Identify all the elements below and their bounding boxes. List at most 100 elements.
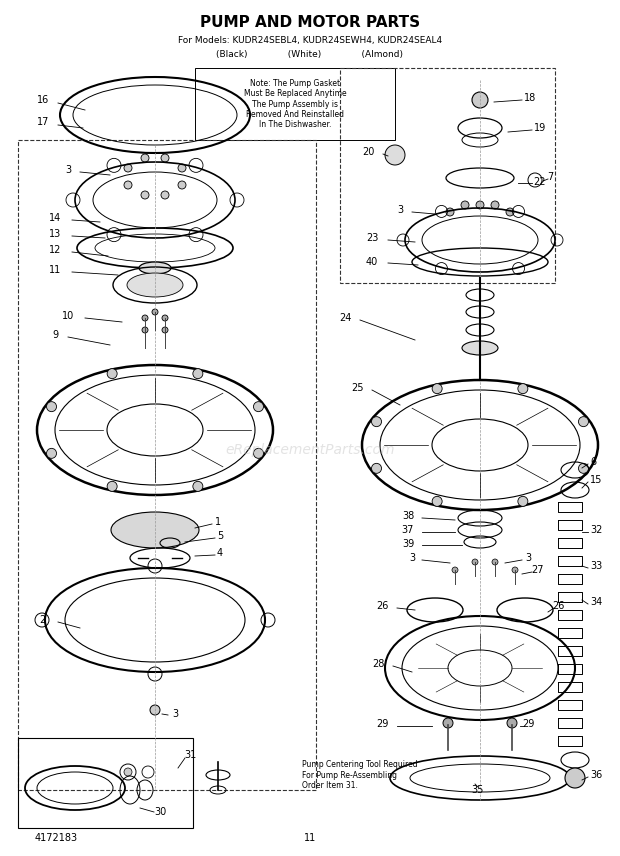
Text: 31: 31 [184, 750, 196, 760]
Text: PUMP AND MOTOR PARTS: PUMP AND MOTOR PARTS [200, 15, 420, 29]
Text: 6: 6 [590, 457, 596, 467]
Text: 7: 7 [547, 172, 553, 182]
Circle shape [443, 718, 453, 728]
Text: Pump Centering Tool Required
For Pump Re-Assembling
Order Item 31.: Pump Centering Tool Required For Pump Re… [302, 760, 418, 790]
Text: 38: 38 [402, 511, 414, 521]
Circle shape [254, 449, 264, 458]
Text: 33: 33 [590, 561, 602, 571]
Text: For Models: KUDR24SEBL4, KUDR24SEWH4, KUDR24SEAL4: For Models: KUDR24SEBL4, KUDR24SEWH4, KU… [178, 35, 442, 45]
Text: 14: 14 [49, 213, 61, 223]
Text: 27: 27 [532, 565, 544, 575]
Text: 23: 23 [366, 233, 378, 243]
Text: eReplacementParts.com: eReplacementParts.com [225, 443, 395, 457]
Ellipse shape [127, 273, 183, 297]
Circle shape [107, 481, 117, 491]
Circle shape [107, 369, 117, 378]
Text: 4: 4 [217, 548, 223, 558]
Text: 16: 16 [37, 95, 49, 105]
Circle shape [518, 496, 528, 507]
Circle shape [476, 201, 484, 209]
Text: 4172183: 4172183 [35, 833, 78, 843]
Circle shape [432, 496, 442, 507]
Text: 36: 36 [590, 770, 602, 780]
Circle shape [161, 154, 169, 162]
Text: 39: 39 [402, 539, 414, 549]
Text: 35: 35 [472, 785, 484, 795]
Text: 13: 13 [49, 229, 61, 239]
Circle shape [578, 463, 588, 473]
Circle shape [46, 401, 56, 412]
Circle shape [461, 201, 469, 209]
Circle shape [578, 417, 588, 426]
Text: 11: 11 [304, 833, 316, 843]
Text: 3: 3 [397, 205, 403, 215]
Circle shape [432, 383, 442, 394]
Text: 12: 12 [49, 245, 61, 255]
Text: 11: 11 [49, 265, 61, 275]
Circle shape [124, 768, 132, 776]
Circle shape [446, 208, 454, 216]
Text: 29: 29 [376, 719, 388, 729]
Text: 15: 15 [590, 475, 603, 485]
Text: 22: 22 [534, 177, 546, 187]
Text: 29: 29 [522, 719, 534, 729]
Circle shape [46, 449, 56, 458]
Circle shape [124, 164, 132, 172]
Text: 1: 1 [215, 517, 221, 527]
Circle shape [141, 191, 149, 199]
Bar [340, 68, 555, 283]
Text: 34: 34 [590, 597, 602, 607]
Text: 26: 26 [552, 601, 564, 611]
Circle shape [506, 208, 514, 216]
Circle shape [452, 567, 458, 573]
Circle shape [150, 705, 160, 715]
Circle shape [492, 559, 498, 565]
Circle shape [254, 401, 264, 412]
Circle shape [512, 567, 518, 573]
Circle shape [161, 191, 169, 199]
Circle shape [152, 309, 158, 315]
Text: 26: 26 [376, 601, 388, 611]
Circle shape [565, 768, 585, 788]
Text: 20: 20 [362, 147, 374, 157]
Ellipse shape [462, 341, 498, 355]
Circle shape [178, 164, 186, 172]
Text: 28: 28 [372, 659, 384, 669]
Circle shape [178, 181, 186, 189]
Text: 3: 3 [65, 165, 71, 175]
Text: 37: 37 [402, 525, 414, 535]
Circle shape [371, 463, 381, 473]
Bar [18, 140, 316, 790]
Circle shape [371, 417, 381, 426]
Text: 32: 32 [590, 525, 603, 535]
Circle shape [491, 201, 499, 209]
Circle shape [385, 145, 405, 165]
Text: 3: 3 [409, 553, 415, 563]
Circle shape [472, 92, 488, 108]
Text: 3: 3 [172, 709, 178, 719]
Bar [195, 68, 395, 140]
Text: 10: 10 [62, 311, 74, 321]
Text: 3: 3 [525, 553, 531, 563]
Circle shape [518, 383, 528, 394]
Text: 18: 18 [524, 93, 536, 103]
Circle shape [472, 559, 478, 565]
Ellipse shape [139, 262, 171, 274]
Text: 24: 24 [339, 313, 351, 323]
Text: Note: The Pump Gasket
Must Be Replaced Anytime
The Pump Assembly is
Removed And : Note: The Pump Gasket Must Be Replaced A… [244, 79, 347, 129]
Text: 17: 17 [37, 117, 49, 127]
Circle shape [162, 315, 168, 321]
Ellipse shape [111, 512, 199, 548]
Circle shape [193, 481, 203, 491]
Circle shape [142, 315, 148, 321]
Text: (Black)              (White)              (Almond): (Black) (White) (Almond) [216, 50, 404, 58]
Text: 9: 9 [52, 330, 58, 340]
Circle shape [124, 181, 132, 189]
Text: 5: 5 [217, 531, 223, 541]
Text: 25: 25 [352, 383, 365, 393]
Text: 40: 40 [366, 257, 378, 267]
Circle shape [507, 718, 517, 728]
Text: 19: 19 [534, 123, 546, 133]
Circle shape [162, 327, 168, 333]
Circle shape [141, 154, 149, 162]
